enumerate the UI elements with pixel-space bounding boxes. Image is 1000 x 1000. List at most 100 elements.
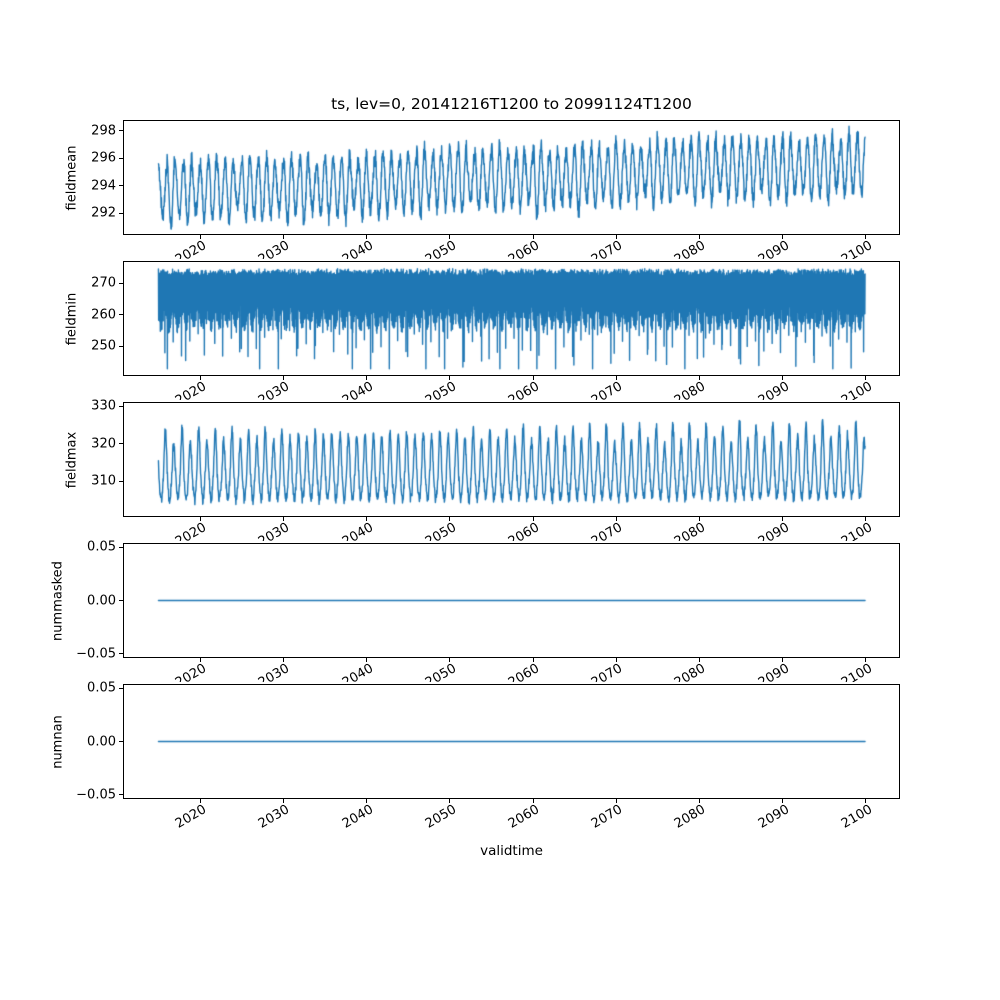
x-tick-label-strip-clipped: 2020 2030 2040 2050 2060 2070 2080 2090 2100 <box>0 661 1000 682</box>
x-tick-label: 2020 <box>173 802 210 832</box>
y-tick-mark <box>119 405 123 407</box>
x-tick-label: 2080 <box>672 520 709 541</box>
x-tick-mark <box>782 517 784 521</box>
plot-area-canvas-fieldmean <box>123 120 900 235</box>
y-axis-label-numnan: numnan <box>50 714 66 769</box>
x-tick-mark <box>449 799 451 803</box>
x-tick-label-strip: 2020 2030 2040 2050 2060 2070 2080 2090 2100 <box>0 802 1000 844</box>
x-tick-label: 2070 <box>589 379 626 400</box>
x-tick-mark <box>532 235 534 239</box>
x-tick-mark <box>699 376 700 380</box>
x-tick-mark <box>615 517 617 521</box>
y-tick-label: 298 <box>91 123 116 139</box>
y-tick-mark <box>119 741 123 742</box>
x-tick-label: 2060 <box>505 661 543 682</box>
y-tick-mark <box>119 314 123 316</box>
x-tick-label: 2090 <box>755 520 792 541</box>
x-tick-mark <box>615 235 617 239</box>
x-tick-mark <box>283 376 285 380</box>
x-tick-mark <box>699 799 700 803</box>
y-tick-mark <box>119 130 123 132</box>
x-tick-label: 2100 <box>838 379 875 400</box>
x-tick-label: 2090 <box>755 379 792 400</box>
x-tick-label: 2050 <box>422 661 459 682</box>
x-tick-label-strip-clipped: 2020 2030 2040 2050 2060 2070 2080 2090 2100 <box>0 238 1000 259</box>
x-tick-label: 2060 <box>505 379 543 400</box>
x-tick-label: 2070 <box>589 520 626 541</box>
y-tick-mark <box>119 185 123 187</box>
x-tick-mark <box>449 658 451 662</box>
x-tick-mark <box>366 376 368 380</box>
x-tick-label: 2050 <box>422 379 459 400</box>
x-tick-label: 2100 <box>838 661 875 682</box>
y-tick-mark <box>119 443 123 445</box>
x-tick-label: 2030 <box>256 238 293 259</box>
y-tick-mark <box>119 600 123 601</box>
x-tick-label: 2050 <box>422 238 459 259</box>
x-tick-mark <box>283 235 285 239</box>
x-tick-label: 2020 <box>173 661 210 682</box>
x-tick-mark <box>199 799 201 803</box>
x-tick-label: 2060 <box>505 238 543 259</box>
y-axis-label-nummasked: nummasked <box>50 560 66 641</box>
x-tick-label: 2050 <box>422 520 459 541</box>
y-tick-mark <box>119 546 123 548</box>
y-tick-mark <box>119 480 123 482</box>
plot-area-canvas-numnan <box>123 684 900 799</box>
y-tick-label: 330 <box>91 398 116 414</box>
x-tick-label: 2090 <box>755 802 792 832</box>
x-tick-mark <box>532 799 534 803</box>
x-tick-mark <box>699 658 700 662</box>
x-tick-mark <box>199 376 201 380</box>
y-axis-label-fieldmean: fieldmean <box>64 145 80 210</box>
x-tick-label: 2040 <box>339 238 376 259</box>
x-tick-label: 2060 <box>505 520 543 541</box>
x-tick-mark <box>865 658 867 662</box>
x-tick-mark <box>366 517 368 521</box>
y-tick-label: 0.00 <box>87 734 116 749</box>
x-tick-mark <box>283 517 285 521</box>
x-tick-mark <box>699 235 700 239</box>
y-tick-label: 270 <box>91 275 116 291</box>
x-tick-label: 2030 <box>256 520 293 541</box>
x-tick-mark <box>283 658 285 662</box>
x-tick-label: 2050 <box>422 802 459 832</box>
x-tick-mark <box>532 658 534 662</box>
y-tick-label: 0.00 <box>87 593 116 608</box>
x-tick-mark <box>615 799 617 803</box>
y-tick-label: 320 <box>91 436 116 452</box>
x-tick-mark <box>532 517 534 521</box>
x-tick-label: 2060 <box>505 802 543 832</box>
x-tick-label: 2040 <box>339 520 376 541</box>
x-tick-label: 2070 <box>589 238 626 259</box>
y-tick-mark <box>119 212 123 214</box>
y-tick-label: 292 <box>91 205 116 221</box>
x-tick-mark <box>449 376 451 380</box>
x-tick-label: 2020 <box>173 379 210 400</box>
plot-area-canvas-nummasked <box>123 543 900 658</box>
x-tick-label: 2040 <box>339 802 376 832</box>
x-tick-mark <box>366 235 368 239</box>
x-tick-mark <box>449 517 451 521</box>
x-tick-mark <box>615 658 617 662</box>
x-tick-mark <box>199 517 201 521</box>
x-tick-label: 2090 <box>755 238 792 259</box>
x-tick-label: 2020 <box>173 238 210 259</box>
y-tick-label: −0.05 <box>76 646 116 662</box>
x-tick-label: 2100 <box>838 238 875 259</box>
x-tick-label: 2030 <box>256 661 293 682</box>
y-tick-mark <box>119 282 123 284</box>
x-tick-label: 2100 <box>838 802 875 832</box>
x-tick-mark <box>366 799 368 803</box>
x-tick-label: 2090 <box>755 661 792 682</box>
x-tick-label: 2080 <box>672 238 709 259</box>
x-tick-mark <box>283 799 285 803</box>
y-tick-label: 260 <box>91 307 116 323</box>
x-axis-title: validtime <box>480 843 543 859</box>
x-tick-label-strip-clipped: 2020 2030 2040 2050 2060 2070 2080 2090 2100 <box>0 520 1000 541</box>
x-tick-mark <box>199 235 201 239</box>
y-axis-label-fieldmin: fieldmin <box>64 292 80 345</box>
y-tick-label: 250 <box>91 338 116 354</box>
x-tick-mark <box>449 235 451 239</box>
